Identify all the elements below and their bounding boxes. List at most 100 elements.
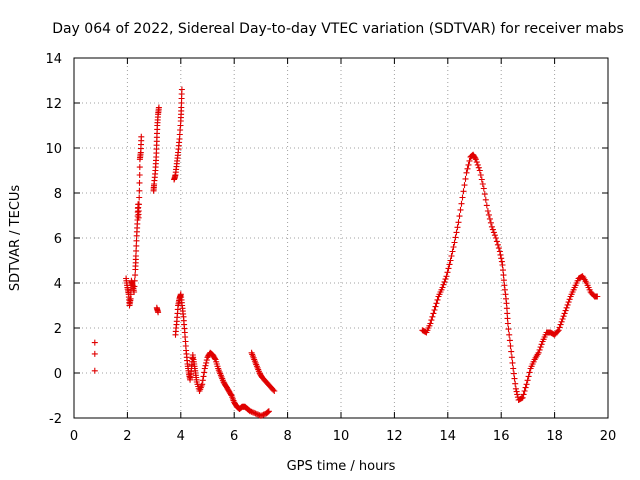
y-tick-label: 14 [45,52,62,67]
data-point [472,155,479,162]
data-point [466,157,473,164]
data-point [563,304,570,311]
data-point [507,343,514,349]
data-point [456,213,463,220]
data-point [131,289,138,295]
data-point [565,299,572,306]
data-point [91,367,98,374]
data-point [557,321,564,328]
data-point [478,176,485,183]
y-axis-label: SDTVAR / TECUs [8,185,23,292]
data-point [512,380,519,387]
data-point [538,341,545,348]
data-point [455,219,462,226]
data-point [497,251,504,258]
data-point [264,409,271,416]
data-point [519,394,526,401]
data-point [441,278,448,285]
data-point [566,296,573,303]
data-point [481,191,488,198]
y-tick-label: 12 [45,97,62,112]
data-point [491,232,498,239]
x-tick-label: 2 [123,429,131,444]
data-point [259,412,266,419]
data-point [500,272,507,279]
data-point [504,315,511,322]
data-point [472,156,479,163]
data-point [91,339,98,346]
data-point [427,320,434,327]
data-point [429,313,436,320]
data-point [560,313,567,320]
data-point [449,248,456,255]
data-point [450,244,457,250]
data-point [494,241,501,248]
data-point [458,200,465,207]
y-tick-label: 2 [54,322,62,337]
x-tick-label: 6 [230,429,238,444]
data-point [439,284,446,291]
data-point [498,258,505,265]
data-point [505,326,512,333]
data-point [462,175,469,182]
data-point [431,307,438,313]
data-point [483,202,490,209]
data-point [463,169,470,176]
grid [74,58,608,418]
data-point [460,188,467,195]
data-point [457,206,464,213]
data-points [91,86,601,419]
data-point [522,384,529,391]
data-point [536,346,543,353]
data-point [485,211,492,218]
data-point [510,365,517,372]
x-tick-label: 0 [70,429,78,444]
data-point [559,316,566,322]
data-point [498,255,505,262]
data-point [252,410,259,417]
x-tick-label: 16 [493,429,510,444]
data-point [428,317,435,324]
data-point [132,253,139,259]
data-point [490,229,497,236]
data-point [474,161,481,168]
data-point [500,277,507,284]
data-point [451,239,458,246]
data-point [564,301,571,308]
data-point [135,208,142,214]
data-point [432,303,439,310]
data-point [199,381,206,388]
data-point [520,391,527,398]
chart-title: Day 064 of 2022, Sidereal Day-to-day VTE… [52,21,624,37]
data-point [556,324,563,331]
data-point [510,370,517,377]
data-point [495,245,502,252]
data-point [131,283,138,290]
data-point [461,182,468,189]
data-point [454,224,461,231]
data-point [486,215,493,222]
data-point [444,269,451,276]
y-tick-label: -2 [49,412,62,427]
data-point [514,391,521,398]
data-point [509,359,516,366]
x-tick-label: 18 [546,429,563,444]
data-point [511,375,518,382]
data-point [525,373,532,380]
data-point [452,234,459,241]
data-point [255,411,262,418]
x-tick-label: 4 [177,429,185,444]
data-point [155,104,162,111]
data-point [504,320,511,327]
data-point [136,201,142,208]
y-tick-label: 8 [54,187,62,202]
data-point [433,300,440,307]
data-point [131,277,138,284]
data-point [479,181,486,187]
data-point [200,373,207,380]
data-point [251,409,258,416]
data-point [526,369,533,376]
data-point [201,369,208,376]
y-tick-label: 6 [54,232,62,247]
data-point [508,348,515,355]
